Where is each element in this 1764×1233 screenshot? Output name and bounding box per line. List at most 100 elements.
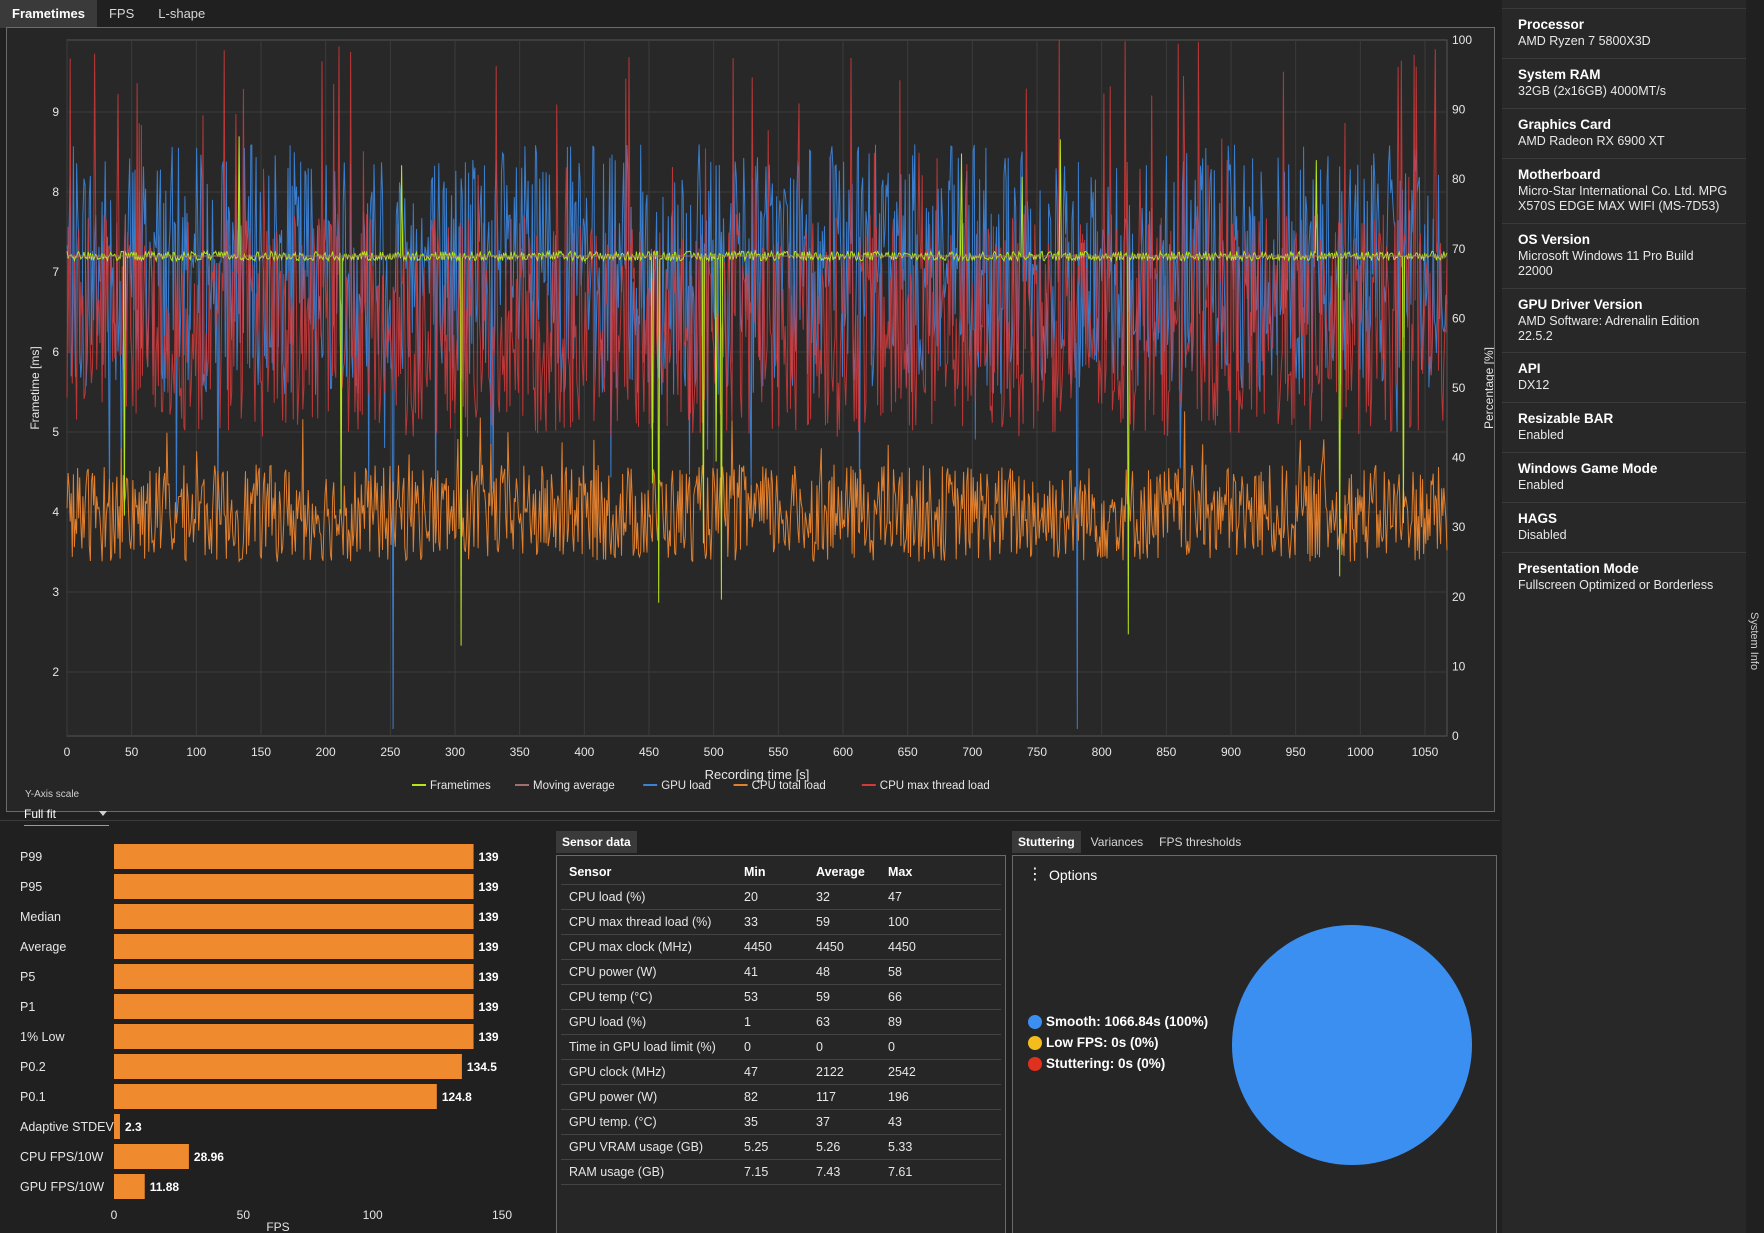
x-tick-label: 1000 [1347, 745, 1374, 759]
x-tick-label: 950 [1286, 745, 1306, 759]
info-item: Graphics Card AMD Radeon RX 6900 XT [1502, 108, 1746, 158]
y2-tick-label: 90 [1452, 103, 1466, 117]
table-cell: 196 [888, 1089, 909, 1104]
table-cell: CPU load (%) [569, 889, 646, 904]
table-cell: GPU power (W) [569, 1089, 658, 1104]
tab-fps[interactable]: FPS [108, 6, 135, 21]
x-tick-label: 800 [1092, 745, 1112, 759]
column-header-max[interactable]: Max [888, 864, 913, 879]
table-cell: 41 [744, 964, 758, 979]
tab-fps-thresholds[interactable]: FPS thresholds [1159, 835, 1242, 849]
column-header-min[interactable]: Min [744, 864, 766, 879]
info-item: OS Version Microsoft Windows 11 Pro Build… [1502, 223, 1746, 288]
table-cell: 59 [816, 914, 830, 929]
info-title: Windows Game Mode [1518, 461, 1658, 476]
table-cell: 35 [744, 1114, 758, 1129]
legend-dot-smooth [1028, 1014, 1042, 1029]
table-cell: 33 [744, 914, 758, 929]
bar [114, 1174, 145, 1199]
bar-category-label: GPU FPS/10W [20, 1180, 104, 1194]
x-tick-label: 600 [833, 745, 853, 759]
chart-tabs: Frametimes FPS L-shape [0, 0, 1500, 28]
table-cell: 4450 [816, 939, 844, 954]
table-cell: 5.33 [888, 1139, 913, 1154]
stuttering-panel: ⋮ Options Smooth: 1066.84s (100%) Low FP… [1012, 855, 1497, 1233]
y-axis-scale-select[interactable]: Full fit [24, 804, 109, 826]
legend-value-stuttering: 0s (0%) [1118, 1056, 1166, 1071]
x-tick-label: 900 [1221, 745, 1241, 759]
legend-value-smooth: 1066.84s (100%) [1104, 1014, 1209, 1029]
bar-value-label: 28.96 [194, 1150, 224, 1164]
column-header-average[interactable]: Average [816, 864, 865, 879]
options-button[interactable]: ⋮ Options [1027, 867, 1097, 884]
bar-value-label: 139 [479, 940, 499, 954]
tab-frametimes[interactable]: Frametimes [0, 0, 97, 28]
y2-tick-label: 10 [1452, 659, 1466, 673]
x-tick-label: 100 [186, 745, 206, 759]
table-cell: 4450 [744, 939, 772, 954]
table-cell: 82 [744, 1089, 758, 1104]
x-tick-label: 0 [111, 1208, 118, 1222]
legend-value-low-fps: 0s (0%) [1111, 1035, 1159, 1050]
tab-stuttering[interactable]: Stuttering [1012, 831, 1081, 853]
table-row: Time in GPU load limit (%) 0 0 0 [561, 1034, 1001, 1060]
info-item: GPU Driver Version AMD Software: Adrenali… [1502, 288, 1746, 352]
bar-value-label: 139 [479, 1000, 499, 1014]
info-title: OS Version [1518, 232, 1591, 247]
info-value: AMD Radeon RX 6900 XT [1518, 134, 1665, 148]
sensor-tabs: Sensor data [556, 831, 637, 853]
table-row: CPU temp (°C) 53 59 66 [561, 984, 1001, 1010]
legend-dot-low-fps [1028, 1035, 1042, 1050]
bar-value-label: 139 [479, 880, 499, 894]
frametime-chart: 0 50 100 150 200 250 300 350 400 450 500 550 600 650 7… [28, 33, 1494, 792]
pie-slice-smooth [1232, 925, 1472, 1165]
tab-variances[interactable]: Variances [1090, 835, 1144, 849]
x-tick-label: 300 [445, 745, 465, 759]
table-cell: CPU max clock (MHz) [569, 939, 692, 954]
table-cell: 59 [816, 989, 830, 1004]
table-cell: 5.25 [744, 1139, 769, 1154]
tab-sensor-data[interactable]: Sensor data [556, 831, 637, 853]
y-tick-label: 6 [52, 345, 59, 359]
bar-category-label: 1% Low [20, 1030, 65, 1044]
y-tick-label: 2 [52, 665, 59, 679]
y2-tick-label: 20 [1452, 590, 1466, 604]
info-value: Enabled [1518, 428, 1564, 442]
info-value: 32GB (2x16GB) 4000MT/s [1518, 84, 1666, 98]
table-row: GPU power (W) 82 117 196 [561, 1084, 1001, 1110]
bar-value-label: 139 [479, 970, 499, 984]
bar-category-label: Average [20, 940, 66, 954]
info-value: Fullscreen Optimized or Borderless [1518, 578, 1714, 592]
series-line-cpu-total-load [66, 411, 1448, 563]
info-title: Resizable BAR [1518, 411, 1614, 426]
bar [114, 1054, 462, 1079]
column-header-sensor[interactable]: Sensor [569, 864, 612, 879]
x-tick-label: 750 [1027, 745, 1047, 759]
system-info-tab[interactable]: System Info [1748, 612, 1760, 671]
table-cell: 5.26 [816, 1139, 841, 1154]
info-item: Presentation Mode Fullscreen Optimized or… [1502, 552, 1746, 602]
x-tick-label: 700 [962, 745, 982, 759]
info-title: HAGS [1518, 511, 1558, 526]
legend-label: Frametimes [430, 780, 491, 792]
bar [114, 874, 474, 899]
y2-tick-label: 60 [1452, 311, 1466, 325]
y2-tick-label: 50 [1452, 381, 1466, 395]
bar [114, 1114, 120, 1139]
bar-category-label: Adaptive STDEV [20, 1120, 114, 1134]
tab-l-shape[interactable]: L-shape [158, 6, 206, 21]
info-value: Disabled [1518, 528, 1567, 542]
info-title: Presentation Mode [1518, 561, 1639, 576]
x-tick-label: 1050 [1412, 745, 1439, 759]
bar-value-label: 134.5 [467, 1060, 497, 1074]
table-cell: 117 [816, 1089, 836, 1104]
table-cell: 7.61 [888, 1164, 913, 1179]
bar [114, 1024, 474, 1049]
legend-name-low-fps: Low FPS [1046, 1035, 1103, 1050]
table-cell: 58 [888, 964, 902, 979]
divider [0, 820, 1500, 821]
info-title: Motherboard [1518, 167, 1601, 182]
chevron-down-icon [99, 811, 107, 816]
y-axis-scale-label: Y-Axis scale [25, 789, 80, 800]
x-tick-label: 400 [574, 745, 594, 759]
